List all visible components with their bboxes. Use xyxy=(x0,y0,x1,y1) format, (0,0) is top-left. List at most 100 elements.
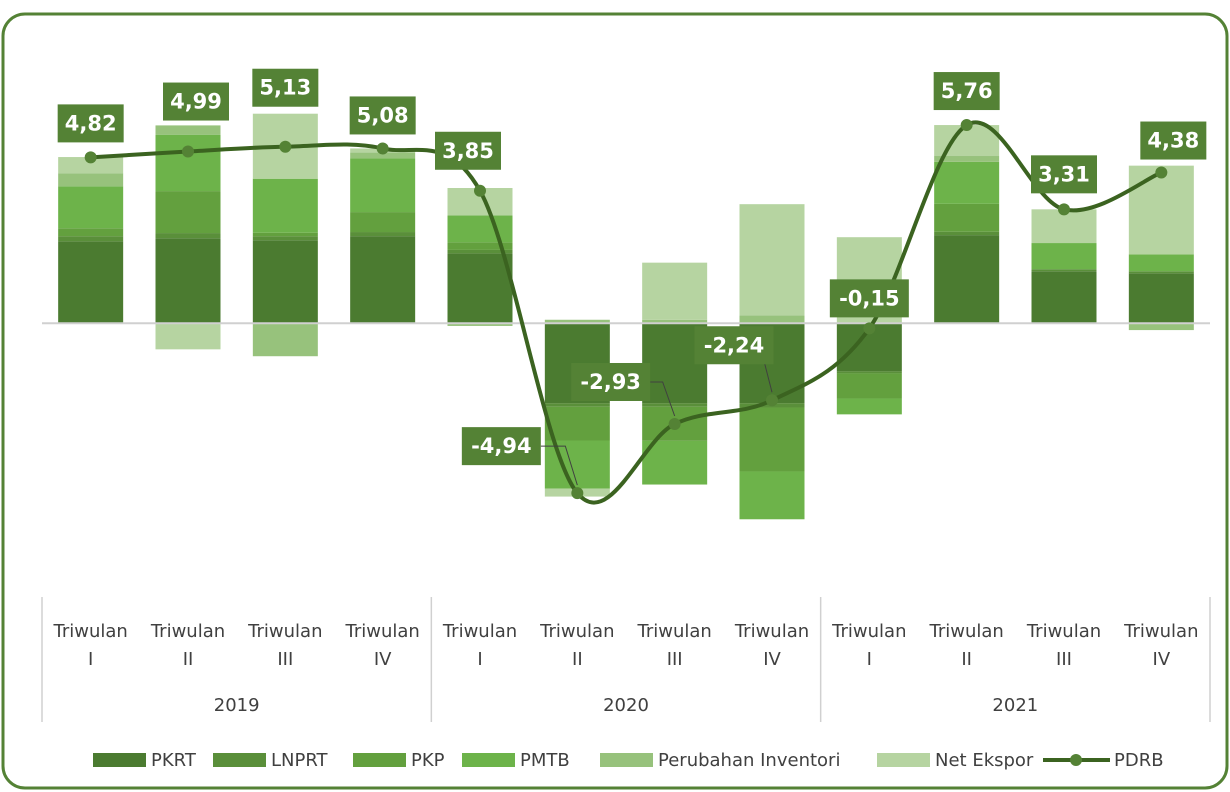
bar-segment xyxy=(155,125,221,135)
bar-segment xyxy=(836,371,902,374)
bar-segment xyxy=(1128,254,1194,272)
legend-swatch xyxy=(877,753,930,767)
data-label: 5,08 xyxy=(357,103,409,127)
bar-segment xyxy=(58,157,124,174)
leader-line xyxy=(650,381,676,417)
x-group-label: 2021 xyxy=(992,695,1038,716)
bar-segment xyxy=(1128,271,1194,274)
data-label: 5,76 xyxy=(941,79,993,103)
bar-segment xyxy=(350,158,416,213)
data-label: 3,31 xyxy=(1038,162,1090,186)
bar-segment xyxy=(155,134,221,192)
data-label: -4,94 xyxy=(471,434,532,458)
bar-segment xyxy=(934,231,1000,236)
data-label: -2,93 xyxy=(580,370,641,394)
bar-segment xyxy=(350,236,416,324)
data-label-box xyxy=(571,362,651,401)
legend-label: PDRB xyxy=(1114,750,1164,771)
bar-segment xyxy=(1128,165,1194,255)
bar-segment xyxy=(1031,271,1097,324)
data-label-box xyxy=(829,279,909,318)
line-point xyxy=(766,394,778,407)
bar-segment xyxy=(836,373,902,399)
line-point xyxy=(279,140,292,153)
x-tick-label: Triwulan IV xyxy=(734,621,809,670)
data-label-box xyxy=(252,68,319,107)
data-label: 3,85 xyxy=(442,139,494,163)
legend-swatch xyxy=(93,753,146,767)
bar-segment xyxy=(1128,273,1194,324)
line-point xyxy=(1058,203,1070,216)
line-point xyxy=(84,151,97,164)
bar-segment xyxy=(934,156,1000,162)
bar-segment xyxy=(58,186,124,229)
bar-segment xyxy=(544,319,610,324)
data-label: 4,38 xyxy=(1147,129,1199,153)
x-tick-label: Triwulan IV xyxy=(345,621,420,670)
line-point xyxy=(960,119,973,132)
line xyxy=(90,120,1163,505)
x-tick-label: Triwulan III xyxy=(637,621,712,670)
data-label-box xyxy=(694,326,774,365)
bar-segment xyxy=(1128,323,1194,331)
data-label-box xyxy=(349,96,416,135)
bar-segment xyxy=(1031,243,1097,270)
bar-segment xyxy=(58,241,124,324)
data-label: -2,24 xyxy=(704,333,765,357)
x-tick-label: Triwulan II xyxy=(929,621,1004,670)
legend-swatch xyxy=(213,753,266,767)
legend-label: PKP xyxy=(411,750,445,771)
x-group-label: 2020 xyxy=(603,695,649,716)
bar-segment xyxy=(58,173,124,187)
line-point xyxy=(474,184,486,197)
line-point xyxy=(1155,166,1168,179)
data-label: 4,82 xyxy=(65,111,117,135)
data-label-box xyxy=(163,82,229,121)
x-tick-label: Triwulan I xyxy=(831,621,906,670)
bar-segment xyxy=(350,152,416,159)
x-tick-label: Triwulan III xyxy=(247,621,322,670)
x-tick-label: Triwulan I xyxy=(53,621,128,670)
bar-segment xyxy=(155,323,221,350)
data-label-box xyxy=(933,72,1000,111)
bar-segment xyxy=(739,407,805,472)
data-label-box xyxy=(1140,121,1207,160)
bar-segment xyxy=(642,440,708,485)
legend-label: Perubahan Inventori xyxy=(658,750,840,771)
bar-segment xyxy=(350,232,416,237)
bar-segment xyxy=(447,323,513,326)
legend-marker xyxy=(1070,754,1082,766)
bar-segment xyxy=(934,235,1000,324)
data-label: 4,99 xyxy=(170,90,222,114)
bar-segment xyxy=(642,262,708,320)
line-point xyxy=(182,145,194,158)
bar-segment xyxy=(447,253,513,324)
data-label: 5,13 xyxy=(259,76,311,100)
data-label-box xyxy=(461,427,541,466)
bar-segment xyxy=(739,315,805,324)
bar-segment xyxy=(544,403,610,407)
legend-swatch xyxy=(462,753,515,767)
x-tick-label: Triwulan I xyxy=(442,621,517,670)
bar-segment xyxy=(447,242,513,250)
data-label-box xyxy=(1031,155,1097,194)
bar-segment xyxy=(252,240,318,324)
x-tick-label: Triwulan II xyxy=(150,621,225,670)
bar-segment xyxy=(447,249,513,254)
bar-segment xyxy=(739,471,805,520)
bar-segment xyxy=(934,203,1000,232)
bar-segment xyxy=(642,319,708,324)
line-point xyxy=(571,487,584,500)
x-tick-label: Triwulan IV xyxy=(1123,621,1198,670)
bar-segment xyxy=(836,398,902,415)
legend-label: PKRT xyxy=(151,750,197,771)
line-point xyxy=(668,417,681,430)
data-label-box xyxy=(435,131,501,170)
bar-segment xyxy=(544,406,610,441)
legend-swatch xyxy=(353,753,406,767)
bar-segment xyxy=(934,161,1000,204)
x-tick-label: Triwulan II xyxy=(539,621,614,670)
bar-segment xyxy=(350,212,416,233)
line-point xyxy=(863,322,876,335)
